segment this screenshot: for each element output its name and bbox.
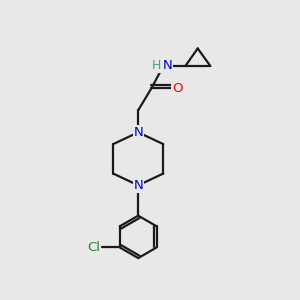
Text: O: O	[172, 82, 182, 95]
Text: N: N	[133, 179, 143, 192]
Text: Cl: Cl	[88, 241, 100, 254]
Text: N: N	[133, 126, 143, 139]
Text: N: N	[163, 59, 172, 72]
Text: H: H	[152, 59, 161, 72]
